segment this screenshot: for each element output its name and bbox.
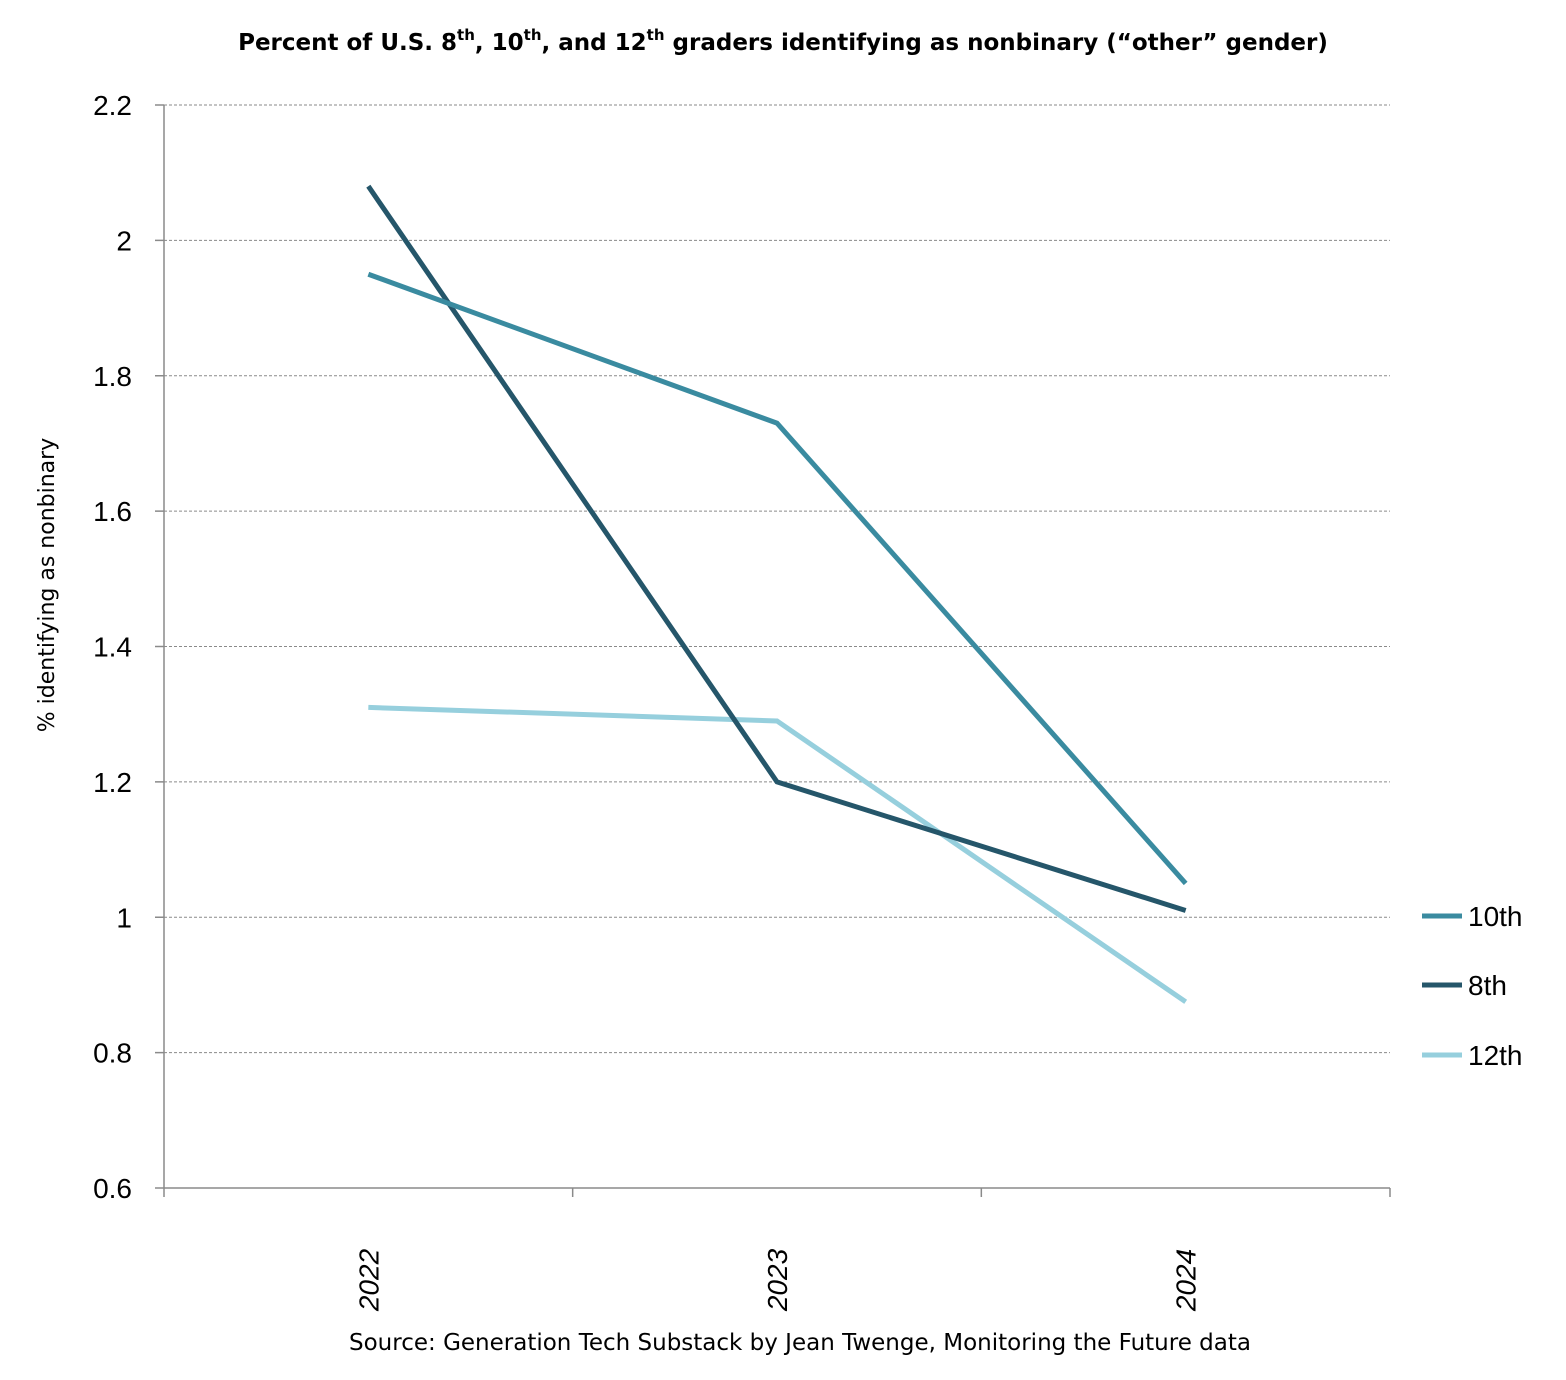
- y-tick-label: 1.2: [93, 767, 132, 798]
- y-tick-label: 0.8: [93, 1038, 132, 1069]
- legend: 10th 8th 12th: [1422, 901, 1523, 1071]
- y-tick-label: 2: [116, 225, 132, 256]
- legend-item-8th: 8th: [1422, 970, 1507, 1001]
- x-tick-label: 2024: [1171, 1249, 1202, 1312]
- series-line-10th: [367, 271, 1188, 886]
- series-lines: [366, 184, 1188, 1004]
- legend-label: 12th: [1468, 1040, 1523, 1071]
- y-tick-label: 1.8: [93, 361, 132, 392]
- source-note: Source: Generation Tech Substack by Jean…: [349, 1330, 1251, 1356]
- series-line-12th: [368, 704, 1188, 1004]
- chart-title: Percent of U.S. 8th, 10th, and 12th grad…: [238, 26, 1328, 56]
- y-tick-label: 1: [116, 902, 132, 933]
- legend-label: 8th: [1468, 970, 1507, 1001]
- x-tick-labels: 2022 2023 2024: [353, 1248, 1201, 1312]
- legend-item-12th: 12th: [1422, 1040, 1523, 1071]
- y-tick-label: 1.6: [93, 496, 132, 527]
- series-line-8th: [366, 184, 1187, 913]
- y-tick-label: 1.4: [93, 632, 132, 663]
- legend-label: 10th: [1468, 901, 1523, 932]
- gridlines: [164, 104, 1390, 1054]
- y-axis-label: % identifying as nonbinary: [35, 438, 60, 732]
- y-tick-labels: 0.6 0.8 1 1.2 1.4 1.6 1.8 2 2.2: [93, 90, 132, 1204]
- x-tick-label: 2023: [762, 1248, 793, 1312]
- y-tick-label: 0.6: [93, 1173, 132, 1204]
- legend-item-10th: 10th: [1422, 901, 1523, 932]
- y-tick-label: 2.2: [93, 90, 132, 121]
- axes: [155, 104, 1391, 1197]
- x-tick-label: 2022: [353, 1248, 384, 1312]
